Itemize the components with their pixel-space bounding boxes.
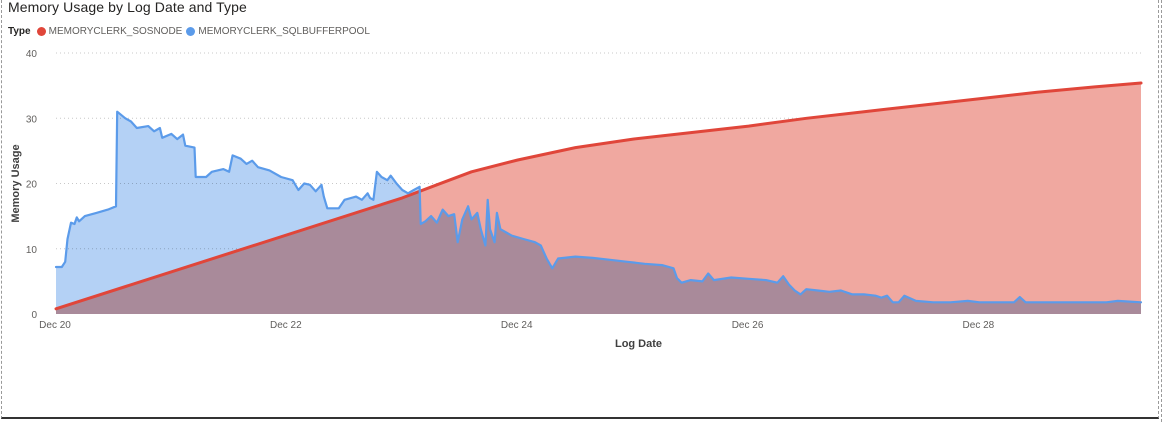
x-tick-label-dec-26: Dec 26 [732, 320, 764, 331]
x-axis-title: Log Date [615, 338, 662, 350]
line-memoryclerk-sqlbufferpool [54, 110, 1143, 304]
y-tick-label-30: 30 [26, 114, 38, 125]
line-memoryclerk-sosnode [54, 81, 1143, 311]
legend-item-sqlbufferpool[interactable]: MEMORYCLERK_SQLBUFFERPOOL [186, 26, 370, 37]
y-tick-label-10: 10 [26, 245, 38, 256]
chart-title: Memory Usage by Log Date and Type [8, 0, 247, 15]
y-tick-label-20: 20 [26, 180, 38, 191]
y-tick-label-0: 0 [31, 310, 37, 321]
legend-dot-sqlbufferpool [186, 27, 196, 36]
legend-item-sosnode[interactable]: MEMORYCLERK_SOSNODE [36, 26, 183, 37]
y-tick-label-40: 40 [26, 49, 38, 60]
y-axis-title: Memory Usage [10, 144, 22, 222]
legend-title: Type [8, 26, 31, 37]
page-edge [1161, 0, 1170, 422]
x-tick-label-dec-22: Dec 22 [270, 320, 302, 331]
legend: Type MEMORYCLERK_SOSNODE MEMORYCLERK_SQL… [8, 26, 374, 37]
legend-dot-sosnode [36, 27, 46, 36]
legend-label-sqlbufferpool: MEMORYCLERK_SQLBUFFERPOOL [198, 26, 370, 37]
x-tick-label-dec-24: Dec 24 [501, 320, 533, 331]
legend-label-sosnode: MEMORYCLERK_SOSNODE [48, 26, 183, 37]
area-memoryclerk-sqlbufferpool [56, 111, 1141, 314]
x-tick-label-dec-20: Dec 20 [39, 320, 71, 331]
x-tick-label-dec-28: Dec 28 [963, 320, 995, 331]
